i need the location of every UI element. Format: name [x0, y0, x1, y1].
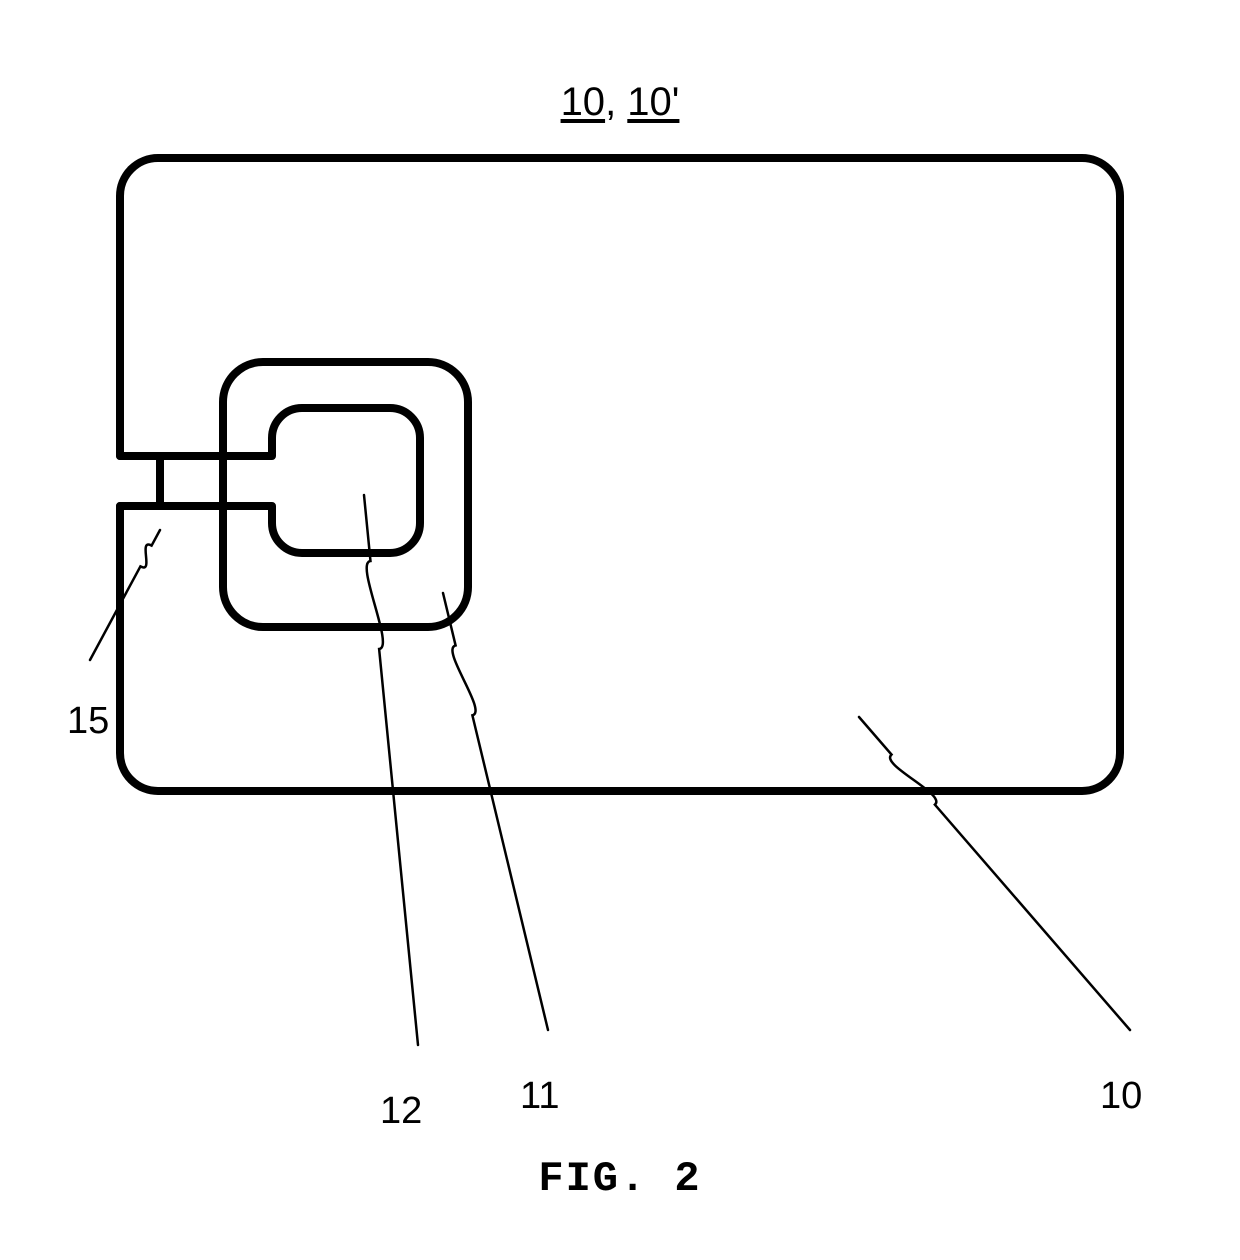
- sim-module-outline: [223, 362, 468, 627]
- sim-chip-outline: [120, 408, 420, 553]
- leader-line-10: [859, 717, 1130, 1030]
- reference-label-11: 11: [520, 1075, 559, 1118]
- leader-line-11: [443, 593, 548, 1030]
- patent-diagram: [0, 0, 1240, 1260]
- leader-line-15: [90, 530, 160, 660]
- leader-line-12: [364, 495, 418, 1045]
- card-outline: [120, 158, 1120, 791]
- reference-label-12: 12: [380, 1090, 422, 1133]
- reference-label-10: 10: [1100, 1075, 1142, 1118]
- reference-label-15: 15: [67, 700, 109, 743]
- figure-caption: FIG. 2: [0, 1155, 1240, 1203]
